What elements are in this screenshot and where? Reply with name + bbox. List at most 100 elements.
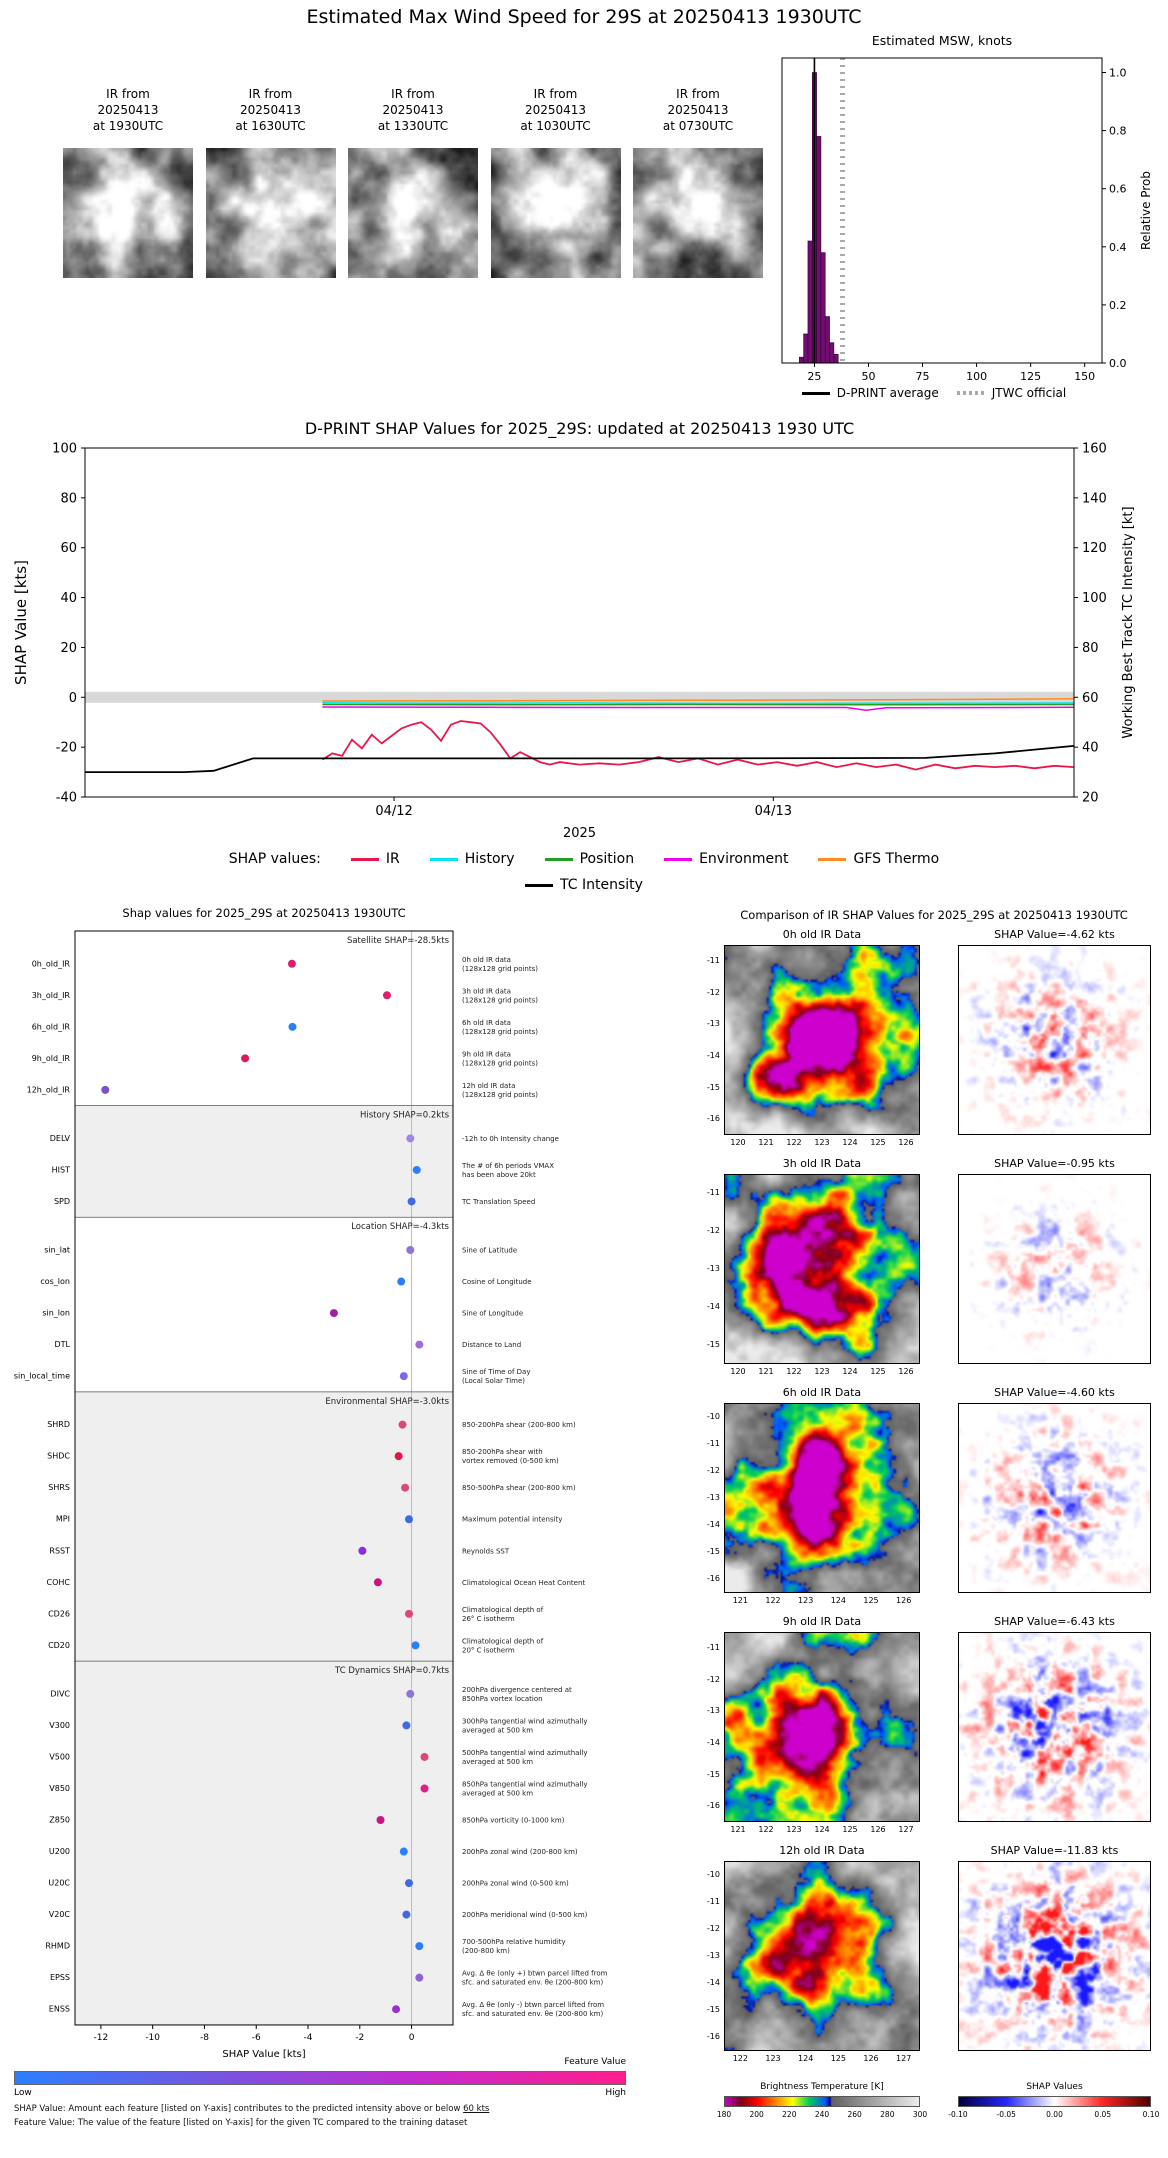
ir-map-title: 12h old IR Data [779, 1844, 865, 1857]
feature-name: SHRD [47, 1420, 70, 1429]
group-shap-label: Satellite SHAP=-28.5kts [347, 936, 450, 946]
lon-tick-label: 122 [758, 1825, 774, 1834]
lon-tick-label: 123 [786, 1825, 802, 1834]
x-tick-label: 75 [916, 370, 930, 383]
legend-item: D-PRINT average [801, 386, 939, 400]
legend-swatch [525, 883, 554, 887]
shap-map [958, 1861, 1151, 2051]
lon-tick-label: 123 [814, 1138, 830, 1147]
feature-description: 850hPa vortex location [462, 1695, 543, 1703]
shap-map-image [959, 946, 1150, 1134]
lon-tick-label: 124 [830, 1596, 846, 1605]
legend-swatch [956, 391, 985, 395]
legend-item: Position [544, 851, 634, 867]
ir-thumbnail-label: IR from 20250413 at 0730UTC [663, 86, 733, 134]
lat-tick-label: -13 [706, 1493, 720, 1502]
ir-thumbnail-label-line: 20250413 [97, 103, 159, 117]
lon-tick-label: 122 [786, 1367, 802, 1376]
shap-map-image [959, 1175, 1150, 1363]
feature-shap-dot [287, 959, 296, 968]
ir-map-title: 9h old IR Data [782, 1615, 862, 1628]
feature-description: has been above 20kt [462, 1171, 536, 1179]
feature-description: sfc. and saturated env. θe (200-800 km) [462, 1979, 603, 1987]
right-y-tick-label: 20 [1082, 791, 1099, 806]
y-axis-label: Relative Prob [1139, 171, 1153, 250]
ir-thumbnail-label-line: IR from [391, 87, 435, 101]
bt-colorbar-tick: 280 [880, 2110, 895, 2119]
feature-value-colorbar [14, 2071, 626, 2085]
right-y-tick-label: 160 [1082, 442, 1107, 457]
feature-description: (128x128 grid points) [462, 1028, 538, 1036]
feature-shap-dot [373, 1578, 382, 1587]
feature-shap-dot [399, 1372, 408, 1381]
feature-name: V20C [49, 1910, 71, 1919]
feature-shap-dot [288, 1022, 297, 1031]
x-tick-label: 150 [1074, 370, 1095, 383]
feature-name: 0h_old_IR [32, 959, 71, 968]
y-tick-label: 0.4 [1109, 241, 1127, 254]
feature-description: 200hPa divergence centered at [462, 1686, 572, 1694]
lat-tick-label: -12 [706, 987, 720, 997]
ir-thumbnail-label: IR from 20250413 at 1930UTC [93, 86, 163, 134]
zero-band [85, 691, 1074, 703]
feature-description: 12h old IR data [462, 1082, 515, 1090]
ir-satellite-image [205, 148, 336, 278]
ir-thumbnail: IR from 20250413 at 1630UTC [205, 86, 336, 278]
lon-tick-label: 122 [765, 1596, 781, 1605]
lon-tick-label: 125 [863, 1596, 879, 1605]
feature-name: V300 [49, 1721, 70, 1730]
feature-description: 850-500hPa shear (200-800 km) [462, 1484, 576, 1492]
comparison-title: Comparison of IR SHAP Values for 2025_29… [740, 908, 1128, 922]
feature-description: Distance to Land [462, 1341, 521, 1349]
bt-colorbar-tick: 220 [782, 2110, 797, 2119]
ir-thumbnail-strip: IR from 20250413 at 1930UTC IR from 20250413… [63, 86, 763, 278]
x-tick-label: -10 [145, 2033, 160, 2043]
bt-colorbar-tick: 300 [912, 2110, 928, 2119]
lon-tick-label: 121 [732, 1596, 748, 1605]
lat-tick-label: -14 [706, 1520, 720, 1530]
timeseries-frame [84, 447, 1075, 798]
legend-label: History [464, 851, 515, 867]
feature-name: sin_lon [42, 1309, 70, 1318]
x-tick-label: -2 [355, 2033, 364, 2043]
legend-swatch [664, 857, 693, 861]
feature-description: 9h old IR data [462, 1050, 511, 1058]
feature-value-colorbar-title: Feature Value [564, 2057, 626, 2067]
feature-shap-dot [415, 1942, 424, 1951]
shap-map-image [959, 1404, 1150, 1592]
series-gfs-thermo [322, 698, 1075, 702]
ir-thumbnail: IR from 20250413 at 1930UTC [63, 86, 193, 278]
x-tick-label: 50 [861, 370, 875, 383]
bt-colorbar [724, 2096, 920, 2107]
shap-map-title: SHAP Value=-0.95 kts [994, 1157, 1115, 1170]
left-y-tick-label: -20 [56, 741, 77, 756]
lat-tick-label: -13 [706, 1264, 720, 1273]
feature-shap-dot [420, 1752, 429, 1761]
feature-description: 20° C isotherm [462, 1646, 515, 1654]
left-y-axis-label: SHAP Value [kts] [12, 560, 30, 685]
feature-shap-dot [406, 1246, 415, 1255]
feature-description: (200-800 km) [462, 1947, 510, 1955]
lat-tick-label: -14 [706, 1302, 720, 1311]
lat-tick-label: -11 [706, 1896, 720, 1906]
left-y-tick-label: -40 [56, 791, 77, 806]
feature-description: Avg. Δ θe (only -) btwn parcel lifted fr… [462, 2001, 604, 2009]
lon-tick-label: 121 [730, 1825, 746, 1834]
ir-map-title: 3h old IR Data [782, 1157, 862, 1170]
feature-shap-dot [406, 1689, 415, 1698]
feature-name: DTL [54, 1340, 70, 1349]
shap-feature-chart: Shap values for 2025_29S at 20250413 193… [14, 906, 608, 2060]
ir-thumbnail: IR from 20250413 at 1330UTC [348, 86, 478, 278]
legend-item: JTWC official [956, 386, 1066, 400]
feature-shap-dot [399, 1847, 408, 1856]
feature-shap-dot [101, 1085, 110, 1094]
feature-name: 9h_old_IR [32, 1054, 71, 1063]
legend-title: SHAP values: [228, 851, 321, 867]
feature-shap-dot [402, 1721, 411, 1730]
ir-thumbnail-label: IR from 20250413 at 1030UTC [520, 86, 590, 134]
lon-tick-label: 124 [798, 2054, 814, 2063]
ir-map-image [725, 1175, 919, 1363]
shap-map [958, 945, 1151, 1135]
